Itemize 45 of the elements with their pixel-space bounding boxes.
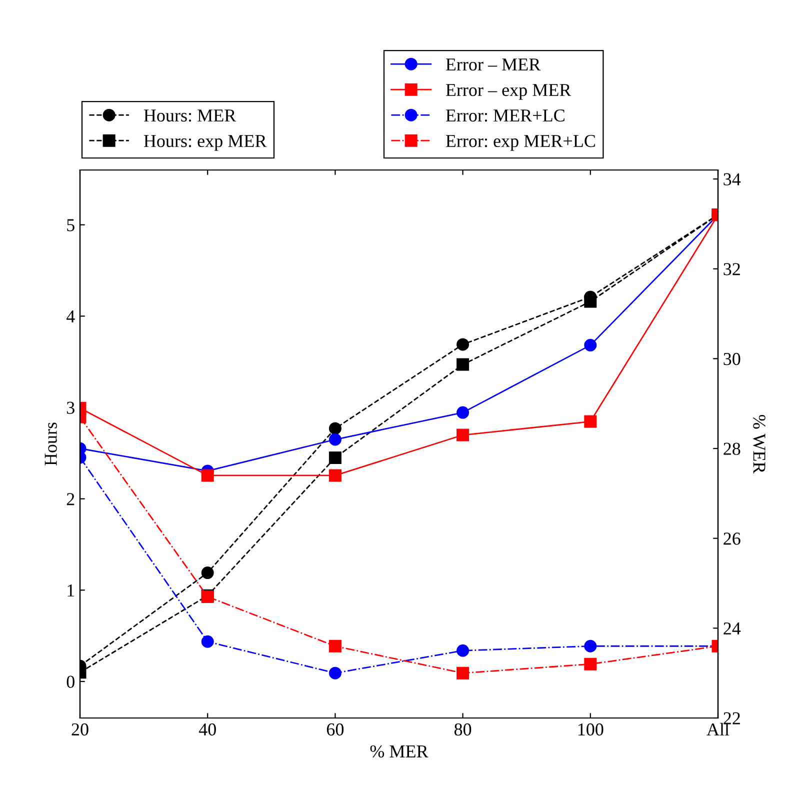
y-tick-label: 4 bbox=[66, 310, 75, 322]
point bbox=[456, 428, 470, 442]
point bbox=[328, 433, 342, 446]
point bbox=[584, 338, 597, 352]
x-tick-label: 60 bbox=[326, 723, 344, 736]
point bbox=[456, 644, 470, 657]
point bbox=[584, 658, 597, 670]
point bbox=[584, 415, 597, 428]
y-tick-label: 3 bbox=[66, 402, 74, 414]
legend-label: Hours: exp MER bbox=[144, 135, 267, 151]
point bbox=[584, 295, 597, 308]
y2-tick-label: 26 bbox=[724, 532, 740, 545]
point bbox=[328, 666, 342, 680]
y2-axis-title: % WER bbox=[753, 414, 766, 474]
legend-label: Error – MER bbox=[446, 58, 541, 71]
y-tick-label: 5 bbox=[67, 219, 74, 232]
point bbox=[328, 469, 342, 482]
point bbox=[328, 451, 342, 464]
point bbox=[584, 640, 597, 652]
y-tick-label: 2 bbox=[66, 493, 74, 506]
y2-tick-label: 34 bbox=[724, 173, 741, 186]
y2-tick-label: 24 bbox=[724, 622, 741, 634]
legend-label: Error – exp MER bbox=[446, 84, 572, 100]
point bbox=[456, 358, 470, 371]
x-axis-title: % MER bbox=[370, 745, 428, 758]
point bbox=[328, 422, 342, 435]
y2-tick-label: 28 bbox=[724, 442, 740, 455]
point bbox=[456, 406, 470, 419]
point bbox=[328, 640, 342, 652]
x-tick-label: All bbox=[706, 722, 730, 736]
y-tick-label: 1 bbox=[68, 584, 74, 596]
x-tick-label: 40 bbox=[198, 723, 216, 736]
y-tick-label: 0 bbox=[66, 676, 74, 688]
legend-label: Error: exp MER+LC bbox=[446, 134, 595, 151]
point bbox=[456, 666, 470, 680]
y2-tick-label: 30 bbox=[724, 352, 740, 366]
x-tick-label: 20 bbox=[72, 723, 88, 736]
y-axis-title: Hours bbox=[44, 422, 57, 466]
x-tick-label: 80 bbox=[454, 723, 472, 736]
point bbox=[456, 338, 470, 351]
legend-label: Error: MER+LC bbox=[446, 109, 564, 122]
legend-label: Hours: MER bbox=[144, 110, 236, 122]
x-tick-label: 100 bbox=[578, 723, 604, 736]
y2-tick-label: 32 bbox=[724, 263, 740, 276]
y2-tick-label: 22 bbox=[724, 712, 740, 724]
